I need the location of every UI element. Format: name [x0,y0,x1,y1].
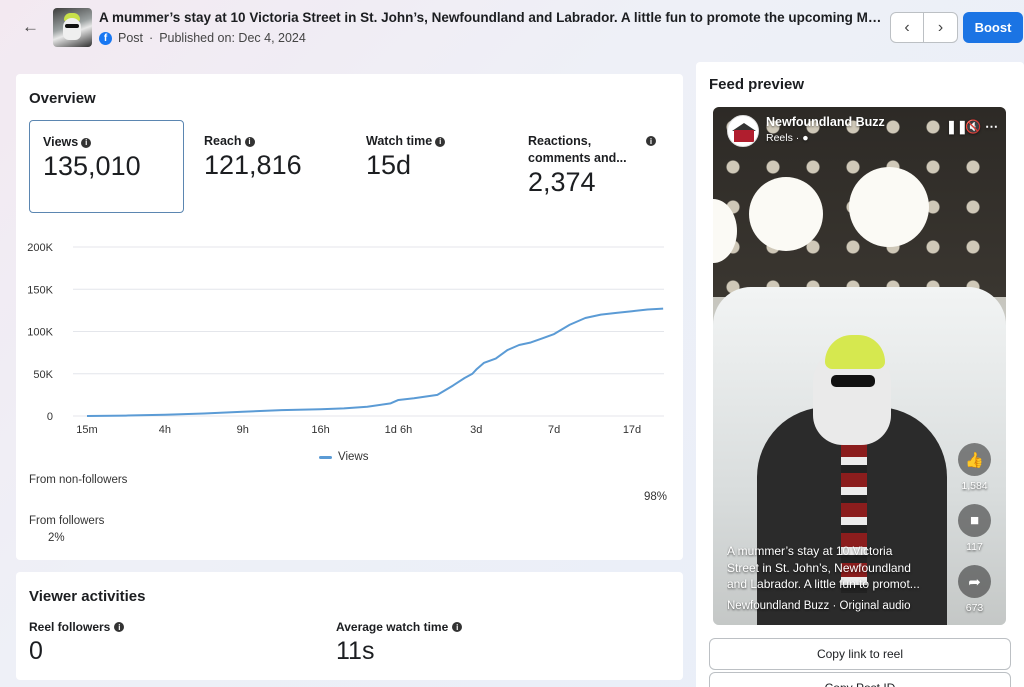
like-icon[interactable]: 👍 [958,443,991,476]
reels-subtitle: Reels · ● [766,132,809,144]
series-line-views [86,307,664,417]
x-tick-label: 4h [159,424,171,436]
metric-value: 15d [366,150,412,180]
overview-title: Overview [29,90,96,107]
legend-swatch [319,455,332,459]
y-tick-label: 50K [33,369,53,381]
scarf-image [841,443,867,593]
reels-label: Reels · [766,132,800,144]
non-followers-label: From non-followers [29,474,128,486]
hat-image [825,335,885,369]
x-tick-label: 7d [548,424,560,436]
x-tick-label: 9h [237,424,249,436]
boost-button[interactable]: Boost [963,12,1023,43]
viewer-activities-title: Viewer activities [29,588,146,605]
pause-icon[interactable]: ❚❚ [946,119,968,134]
info-icon[interactable]: i [646,136,656,146]
views-line-chart: 0 50K 100K 150K 200K 15m 4h 9h 16h 1d 6h 3d 7d 17d [27,242,664,436]
metric-value: 2,374 [528,167,596,197]
avg-watch-label-group: Average watch time i [336,620,463,634]
info-icon[interactable]: i [452,622,463,632]
globe-icon: ● [802,132,809,144]
metric-label: Watch time [366,134,433,148]
reel-followers-label: Reel followers [29,620,111,634]
post-type: Post [118,31,144,45]
non-followers-value: 98% [644,491,668,503]
copy-link-button[interactable]: Copy link to reel [709,638,1011,670]
y-tick-label: 0 [47,411,53,423]
share-icon[interactable]: ➦ [958,565,991,598]
metric-value: 135,010 [43,151,141,181]
light-bulb-image [749,177,823,251]
y-tick-label: 200K [27,242,53,254]
page-name[interactable]: Newfoundland Buzz [766,115,885,129]
x-tick-label: 16h [311,424,329,436]
comment-count: 117 [966,541,983,553]
metric-reach[interactable]: Reach i 121,816 [191,120,346,213]
y-tick-label: 100K [27,327,53,339]
published-date: Published on: Dec 4, 2024 [159,31,306,45]
metric-label: Reactions, comments and... [528,134,627,165]
header: ← A mummer’s stay at 10 Victoria Street … [0,0,1024,58]
reel-followers-value: 0 [29,637,43,665]
metric-label: Reach [204,134,242,148]
reel-preview[interactable]: Newfoundland Buzz Reels · ● ❚❚ 🔇 ⋯ 👍 1,5… [713,107,1006,625]
feed-preview-title: Feed preview [709,76,805,93]
post-navigation: ‹ › [890,12,958,43]
x-tick-label: 1d 6h [385,424,413,436]
x-tick-label: 17d [623,424,641,436]
metric-reactions[interactable]: Reactions, comments and... i 2,374 [515,120,675,213]
mute-icon[interactable]: 🔇 [965,119,982,134]
info-icon[interactable]: i [435,136,446,147]
info-icon[interactable]: i [81,137,92,148]
facebook-icon: f [99,31,112,45]
post-title: A mummer’s stay at 10 Victoria Street in… [99,10,884,25]
feed-preview-card: Feed preview Newfoundland Buzz Reels · ●… [696,62,1024,687]
metric-views[interactable]: Views i 135,010 [29,120,184,213]
next-post-button[interactable]: › [937,18,944,36]
caption-line: A mummer’s stay at 10 Victoria [727,544,893,558]
followers-label: From followers [29,515,105,527]
previous-post-button[interactable]: ‹ [891,13,925,42]
audio-label[interactable]: Newfoundland Buzz · Original audio [727,600,911,612]
light-bulb-image [849,167,929,247]
post-thumbnail [53,8,92,47]
y-tick-label: 150K [27,284,53,296]
x-tick-label: 3d [470,424,482,436]
info-icon[interactable]: i [244,136,255,147]
overview-card: Overview Views i 135,010 Reach i 121,816 W… [16,74,683,560]
copy-post-id-button[interactable]: Copy Post ID [709,672,1011,687]
avg-watch-value: 11s [336,637,375,665]
like-count: 1,584 [961,480,988,492]
avg-watch-label: Average watch time [336,620,449,634]
followers-value: 2% [48,532,65,544]
reel-followers-label-group: Reel followers i [29,620,125,634]
more-options-icon[interactable]: ⋯ [985,119,998,134]
legend-label: Views [338,451,369,463]
chart-legend: Views [319,451,368,463]
reel-caption: A mummer’s stay at 10 Victoria Street in… [727,543,942,593]
caption-line: and Labrador. A little fun to promot... [727,577,920,591]
page-avatar[interactable] [727,115,759,147]
share-count: 673 [965,602,984,614]
metric-watch-time[interactable]: Watch time i 15d [353,120,508,213]
metric-label: Views [43,135,79,149]
sunglasses-image [831,375,875,387]
metric-value: 121,816 [204,150,302,180]
back-arrow-icon[interactable]: ← [22,17,39,36]
info-icon[interactable]: i [114,622,125,632]
viewer-activities-card: Viewer activities Reel followers i 0 Ave… [16,572,683,680]
comment-icon[interactable]: ■ [958,504,991,537]
meta-separator: · [149,31,154,45]
post-meta: f Post · Published on: Dec 4, 2024 [99,31,306,45]
caption-line: Street in St. John’s, Newfoundland [727,560,911,575]
x-tick-label: 15m [76,424,97,436]
